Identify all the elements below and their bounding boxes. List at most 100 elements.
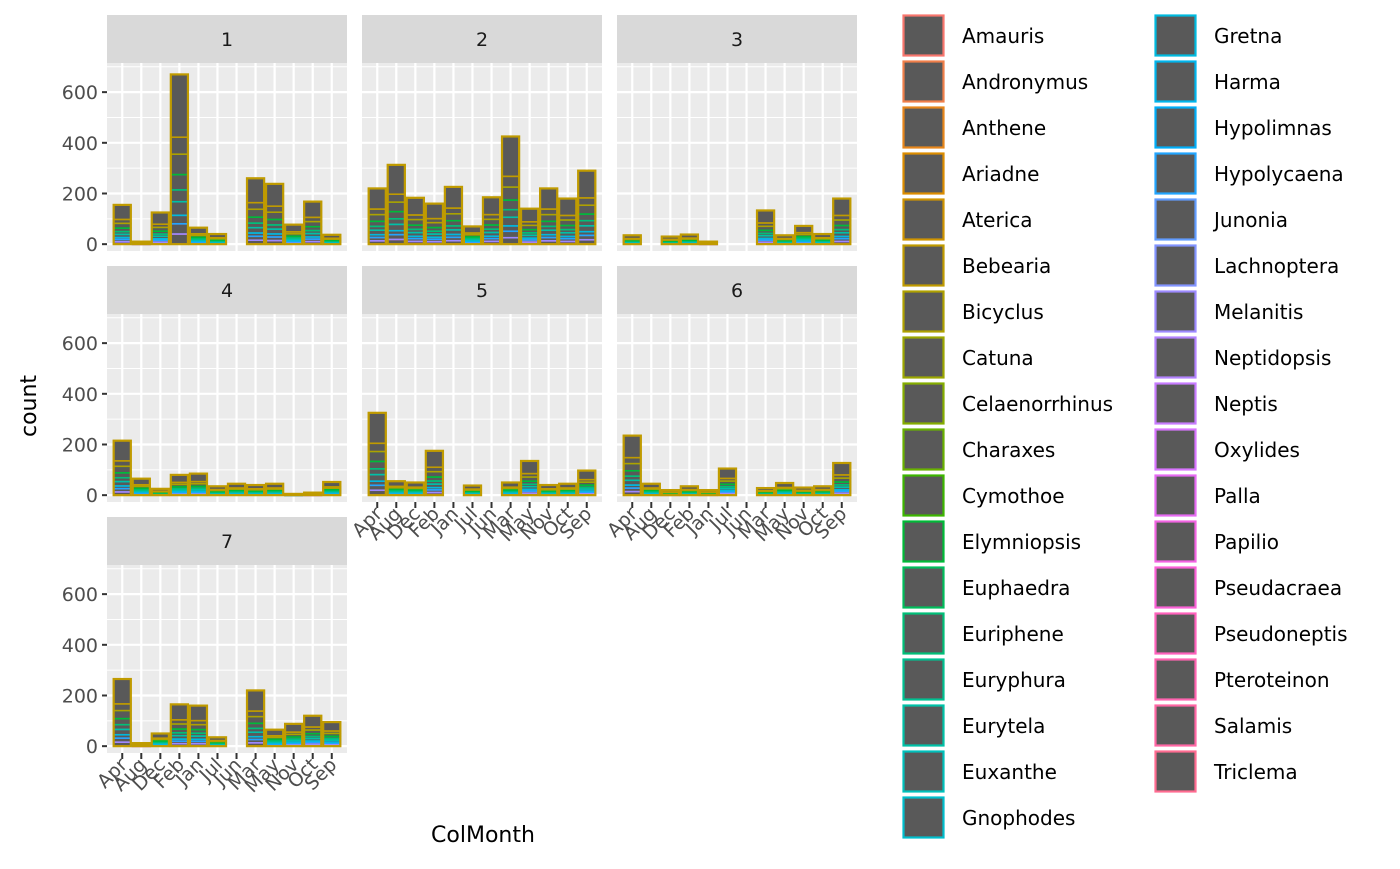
legend-swatch bbox=[902, 152, 945, 195]
legend-item: Neptis bbox=[1154, 382, 1278, 425]
legend-item: Euryphura bbox=[902, 658, 1066, 701]
bar-Feb bbox=[169, 703, 190, 748]
bar-segment bbox=[170, 173, 189, 191]
legend-swatch bbox=[902, 520, 945, 563]
bar-Dec bbox=[405, 196, 426, 246]
y-axis-title: count bbox=[17, 375, 42, 437]
legend-label: Celaenorrhinus bbox=[962, 392, 1113, 416]
y-tick-label: 600 bbox=[62, 82, 98, 104]
bar-segment bbox=[303, 200, 323, 219]
bar-outline bbox=[283, 722, 304, 748]
bar-outline bbox=[679, 485, 700, 497]
bar-outline bbox=[386, 480, 406, 497]
legend-swatch bbox=[1154, 658, 1197, 701]
bar-outline bbox=[150, 732, 171, 748]
legend-item: Euriphene bbox=[902, 612, 1064, 655]
legend-swatch bbox=[902, 290, 945, 333]
bar-outline bbox=[698, 240, 719, 246]
facet-strip-label: 3 bbox=[731, 29, 743, 51]
legend-swatch bbox=[1154, 152, 1197, 195]
legend-label: Cymothoe bbox=[962, 484, 1065, 508]
bar-segment bbox=[622, 434, 642, 459]
bar-Oct bbox=[303, 491, 323, 497]
bar-segment bbox=[246, 715, 265, 725]
bar-Dec bbox=[150, 211, 171, 246]
bar-segment bbox=[303, 714, 323, 728]
y-tick-label: 400 bbox=[62, 384, 98, 406]
legend-swatch bbox=[1154, 612, 1197, 655]
legend-item: Lachnoptera bbox=[1154, 244, 1339, 287]
legend-swatch bbox=[902, 704, 945, 747]
bar-segment bbox=[265, 211, 284, 221]
legend-swatch bbox=[1154, 474, 1197, 517]
bar-outline bbox=[112, 677, 132, 748]
bar-outline bbox=[558, 197, 578, 246]
bar-segment bbox=[367, 412, 387, 445]
bar-segment bbox=[520, 207, 539, 223]
legend-swatch bbox=[902, 474, 945, 517]
legend-item: Celaenorrhinus bbox=[902, 382, 1113, 425]
bar-segment bbox=[482, 196, 501, 216]
legend-item: Bebearia bbox=[902, 244, 1051, 287]
bar-May bbox=[264, 728, 285, 748]
bar-segment bbox=[501, 135, 520, 178]
legend-item: Harma bbox=[1154, 60, 1281, 103]
legend-swatch bbox=[902, 612, 945, 655]
bar-Jul bbox=[207, 736, 228, 748]
legend-item: Pseudoneptis bbox=[1154, 612, 1348, 655]
legend-label: Pseudacraea bbox=[1214, 576, 1342, 600]
legend-label: Eurytela bbox=[962, 714, 1045, 738]
legend-item: Anthene bbox=[902, 106, 1046, 149]
bar-segment bbox=[501, 199, 520, 211]
legend-label: Catuna bbox=[962, 346, 1034, 370]
bar-outline bbox=[405, 481, 426, 497]
bar-Jul bbox=[207, 232, 228, 246]
legend-label: Melanitis bbox=[1214, 300, 1303, 324]
legend-swatch bbox=[902, 244, 945, 287]
bar-segment bbox=[577, 169, 597, 199]
y-tick-label: 200 bbox=[62, 183, 98, 205]
bar-outline bbox=[283, 492, 304, 497]
facet-panel-4: 4 0 200 400 600 bbox=[62, 266, 347, 507]
bar-Jul bbox=[462, 484, 483, 497]
bar-segment bbox=[425, 450, 444, 469]
bar-segment bbox=[170, 73, 189, 139]
legend-swatch bbox=[902, 750, 945, 793]
legend-item: Gnophodes bbox=[902, 796, 1075, 839]
bar-segment bbox=[265, 183, 284, 207]
bar-Jul bbox=[207, 485, 228, 497]
legend-swatch bbox=[1154, 750, 1197, 793]
bar-outline bbox=[131, 477, 151, 497]
bar-outline bbox=[169, 73, 190, 246]
facet-strip bbox=[617, 266, 857, 314]
legend-item: Aterica bbox=[902, 198, 1033, 241]
legend-item: Charaxes bbox=[902, 428, 1055, 471]
bar-outline bbox=[519, 459, 540, 497]
bar-segment bbox=[170, 474, 189, 484]
legend-swatch bbox=[1154, 336, 1197, 379]
bar-segment bbox=[170, 200, 189, 217]
legend-label: Pseudoneptis bbox=[1214, 622, 1348, 646]
bar-outline bbox=[793, 486, 814, 497]
bar-outline bbox=[481, 196, 502, 246]
bar-segment bbox=[112, 465, 132, 474]
bar-Nov bbox=[283, 223, 304, 246]
bar-segment bbox=[246, 689, 265, 712]
legend-label: Euxanthe bbox=[962, 760, 1057, 784]
bar-Jan bbox=[188, 472, 209, 497]
legend-label: Euphaedra bbox=[962, 576, 1070, 600]
bar-outline bbox=[755, 209, 776, 246]
bar-outline bbox=[303, 491, 323, 497]
bar-Mar bbox=[245, 483, 266, 497]
bar-outline bbox=[813, 232, 833, 246]
bar-Dec bbox=[660, 235, 681, 246]
legend-item: Eurytela bbox=[902, 704, 1045, 747]
bar-segment bbox=[539, 213, 559, 223]
bar-outline bbox=[679, 233, 700, 246]
bar-outline bbox=[207, 485, 228, 497]
bar-outline bbox=[207, 736, 228, 748]
y-tick-label: 400 bbox=[62, 635, 98, 657]
bar-segment bbox=[112, 678, 132, 705]
facet-strip bbox=[107, 517, 347, 565]
